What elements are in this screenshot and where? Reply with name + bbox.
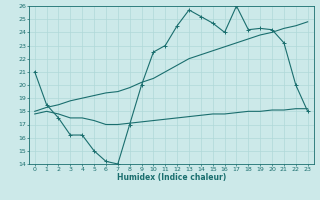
X-axis label: Humidex (Indice chaleur): Humidex (Indice chaleur) <box>116 173 226 182</box>
